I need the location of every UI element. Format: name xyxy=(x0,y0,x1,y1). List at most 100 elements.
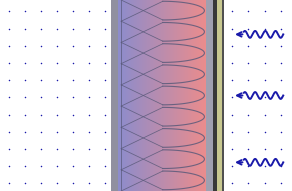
Bar xyxy=(126,0,127,191)
Bar xyxy=(140,0,141,191)
Bar xyxy=(171,0,172,191)
Bar xyxy=(182,0,183,191)
Bar xyxy=(155,0,156,191)
Bar xyxy=(187,0,188,191)
Bar xyxy=(146,0,147,191)
Bar xyxy=(177,0,178,191)
Bar xyxy=(126,0,127,191)
Bar xyxy=(166,0,168,191)
Bar xyxy=(133,0,135,191)
Bar xyxy=(182,0,183,191)
Bar xyxy=(217,0,222,191)
Bar xyxy=(199,0,200,191)
Bar xyxy=(137,0,138,191)
Bar xyxy=(194,0,195,191)
Bar xyxy=(200,0,201,191)
Bar xyxy=(190,0,192,191)
Bar xyxy=(159,0,160,191)
Bar xyxy=(161,0,162,191)
Bar xyxy=(170,0,171,191)
Bar xyxy=(205,0,206,191)
Bar xyxy=(147,0,148,191)
Bar xyxy=(173,0,174,191)
Bar xyxy=(201,0,202,191)
Bar xyxy=(213,0,217,191)
Bar xyxy=(143,0,144,191)
Bar xyxy=(155,0,157,191)
Bar xyxy=(198,0,199,191)
Bar xyxy=(132,0,133,191)
Bar xyxy=(137,0,138,191)
Bar xyxy=(202,0,203,191)
Bar xyxy=(131,0,132,191)
Bar xyxy=(206,0,213,191)
Bar xyxy=(147,0,148,191)
Bar xyxy=(158,0,159,191)
Bar xyxy=(0,0,111,191)
Bar xyxy=(175,0,176,191)
Bar xyxy=(161,0,162,191)
Bar xyxy=(163,0,164,191)
Bar xyxy=(167,0,168,191)
Bar xyxy=(180,0,181,191)
Bar xyxy=(124,0,125,191)
Bar xyxy=(195,0,196,191)
Bar xyxy=(184,0,185,191)
Bar xyxy=(187,0,189,191)
Bar xyxy=(133,0,134,191)
Bar xyxy=(123,0,124,191)
Bar xyxy=(203,0,204,191)
Bar xyxy=(120,0,121,191)
Bar xyxy=(193,0,194,191)
Bar xyxy=(138,0,139,191)
Bar xyxy=(181,0,182,191)
Bar xyxy=(185,0,186,191)
Bar xyxy=(178,0,179,191)
Bar xyxy=(150,0,151,191)
Bar xyxy=(130,0,131,191)
Bar xyxy=(118,0,119,191)
Bar xyxy=(196,0,197,191)
Bar xyxy=(131,0,132,191)
Bar xyxy=(150,0,151,191)
Bar xyxy=(186,0,187,191)
Bar xyxy=(120,0,121,191)
Bar xyxy=(176,0,177,191)
Bar xyxy=(172,0,173,191)
Bar xyxy=(148,0,149,191)
Bar xyxy=(134,0,135,191)
Bar xyxy=(135,0,136,191)
Bar xyxy=(172,0,173,191)
Bar xyxy=(174,0,175,191)
Bar xyxy=(128,0,129,191)
Bar xyxy=(128,0,129,191)
Bar xyxy=(164,0,165,191)
Bar xyxy=(204,0,205,191)
Bar xyxy=(122,0,123,191)
Bar xyxy=(129,0,130,191)
Bar xyxy=(204,0,205,191)
Bar xyxy=(136,0,137,191)
Bar xyxy=(224,0,292,191)
Bar xyxy=(185,0,186,191)
Bar xyxy=(165,0,166,191)
Bar xyxy=(166,0,167,191)
Bar xyxy=(201,0,202,191)
Bar xyxy=(152,0,153,191)
Bar xyxy=(127,0,128,191)
Bar xyxy=(145,0,146,191)
Bar xyxy=(156,0,157,191)
Bar xyxy=(160,0,161,191)
Bar xyxy=(191,0,192,191)
Bar xyxy=(119,0,120,191)
Bar xyxy=(197,0,198,191)
Bar xyxy=(168,0,170,191)
Bar xyxy=(179,0,180,191)
Bar xyxy=(144,0,145,191)
Bar xyxy=(188,0,189,191)
Bar xyxy=(153,0,154,191)
Bar xyxy=(149,0,150,191)
Bar xyxy=(154,0,155,191)
Bar xyxy=(168,0,169,191)
Bar xyxy=(164,0,165,191)
